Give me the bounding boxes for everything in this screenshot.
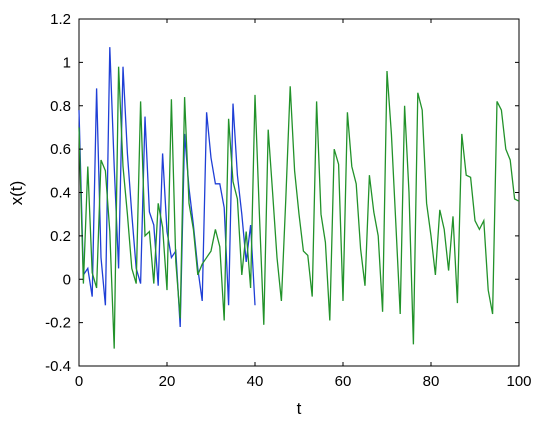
x-axis-label: t [297, 399, 302, 418]
y-tick-label: 0.6 [50, 141, 71, 158]
y-tick-label: 1.2 [50, 11, 71, 28]
y-tick-label: 0.4 [50, 185, 71, 202]
series-line-2 [78, 66, 520, 349]
y-tick-label: 0 [63, 271, 71, 288]
x-tick-label: 100 [506, 373, 531, 390]
series-layer [78, 47, 520, 349]
x-tick-label: 60 [335, 373, 352, 390]
plot-frame [78, 18, 520, 367]
x-tick-label: 20 [159, 373, 176, 390]
y-tick-label: 0.2 [50, 228, 71, 245]
y-tick-label: -0.4 [45, 358, 71, 375]
x-tick-label: 40 [247, 373, 264, 390]
y-tick-label: 1 [63, 54, 71, 71]
y-tick-label: -0.2 [45, 315, 71, 332]
y-axis-label: x(t) [7, 181, 26, 206]
y-tick-label: 0.8 [50, 98, 71, 115]
x-tick-label: 0 [75, 373, 83, 390]
x-tick-label: 80 [423, 373, 440, 390]
tick-layer: 0 20 40 60 80 100 -0.4 -0.2 0 0.2 0.4 0.6 0.8 1 1.2 [45, 11, 531, 390]
